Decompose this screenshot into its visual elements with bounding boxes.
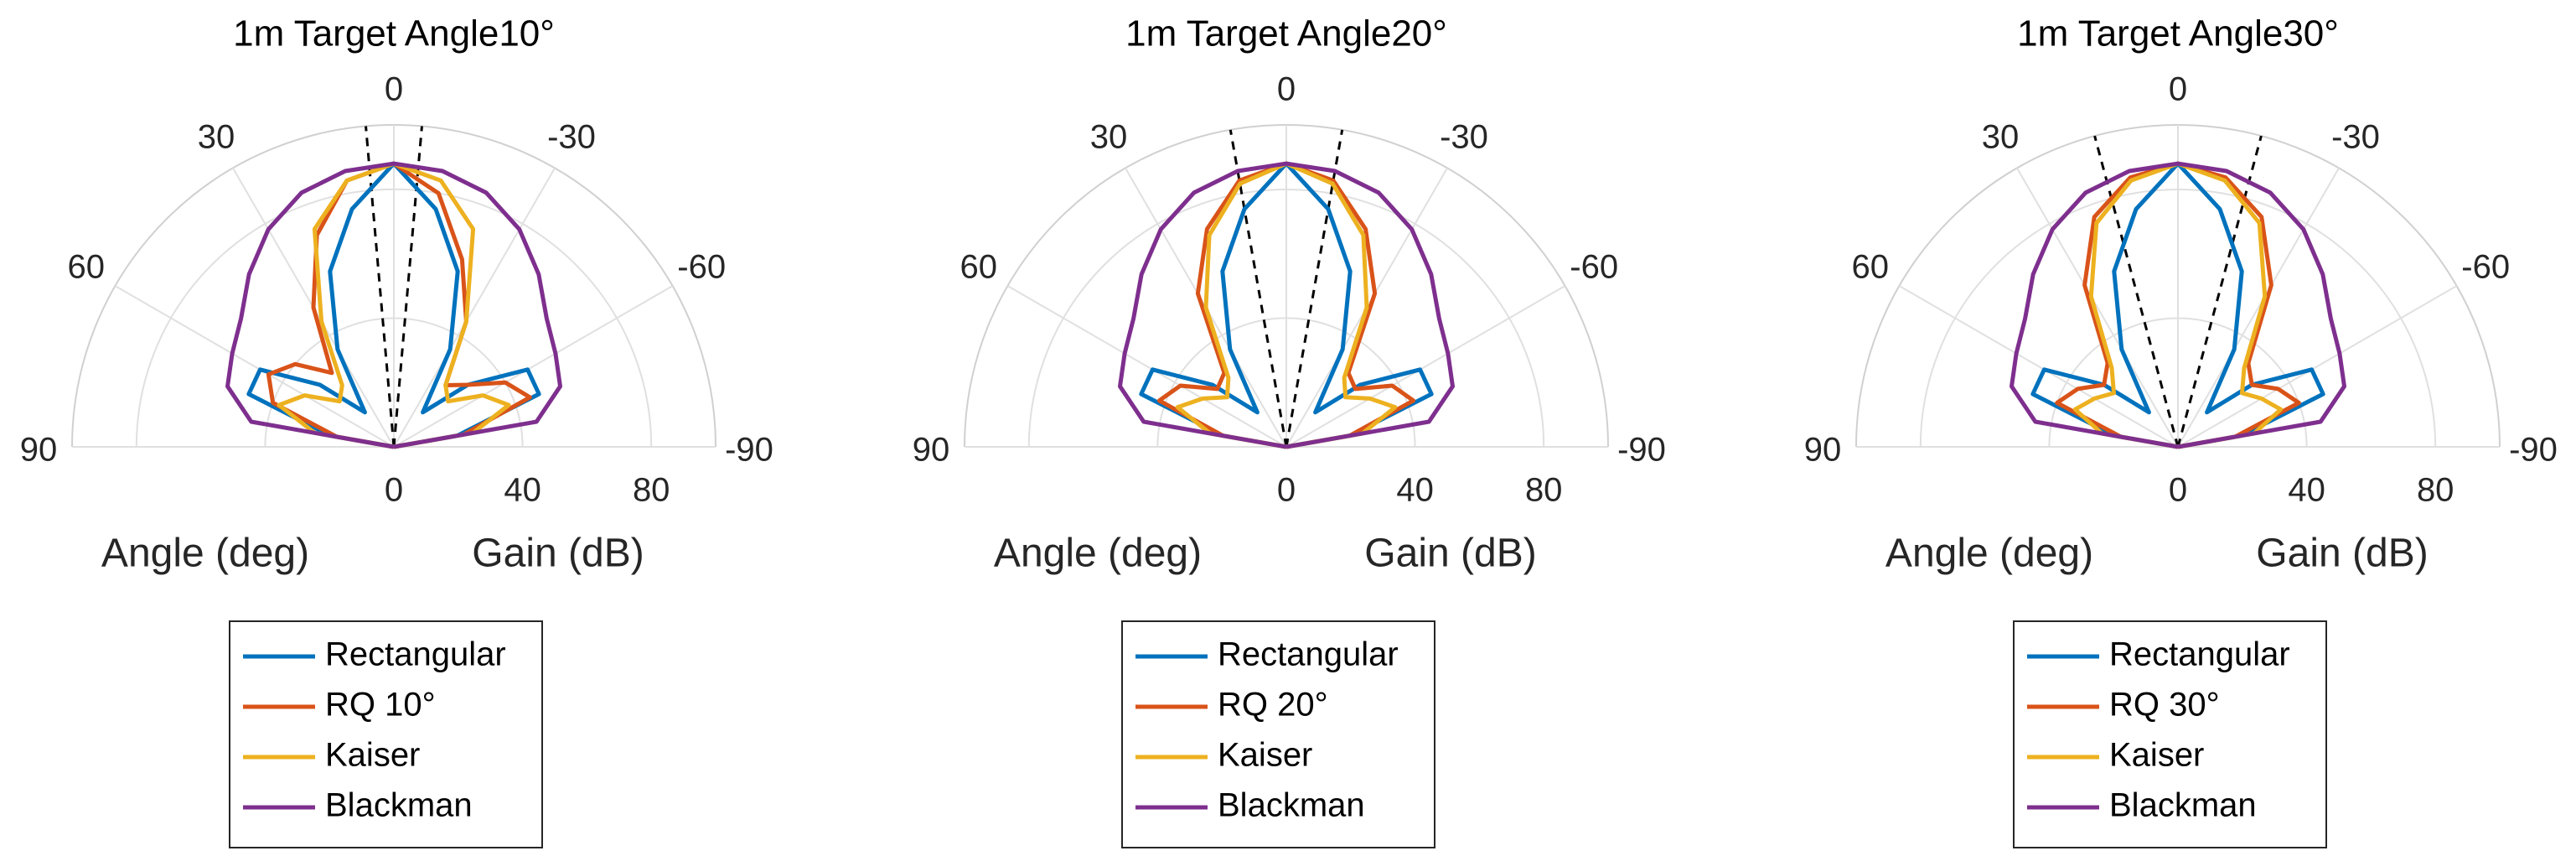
theta-tick-label: -60 xyxy=(677,249,726,286)
r-axis-label: Gain (dB) xyxy=(2256,532,2428,576)
theta-tick-label: -60 xyxy=(2461,249,2510,286)
legend-label: Rectangular xyxy=(1218,636,1399,673)
theta-tick-label: 0 xyxy=(2169,71,2187,108)
r-tick-label: 80 xyxy=(633,472,670,509)
reference-line xyxy=(2176,135,2263,448)
theta-tick-label: -30 xyxy=(547,118,596,155)
theta-tick-label: 60 xyxy=(960,249,998,286)
r-tick-label: 80 xyxy=(1525,472,1563,509)
legend-label: RQ 10° xyxy=(325,687,436,724)
theta-tick-label: 30 xyxy=(1982,118,2020,155)
grid-spoke xyxy=(1898,285,2179,448)
theta-axis-label: Angle (deg) xyxy=(1885,532,2093,576)
theta-tick-label: 90 xyxy=(913,432,950,469)
r-axis-label: Gain (dB) xyxy=(1364,532,1536,576)
reference-line xyxy=(1285,129,1344,448)
theta-tick-label: -90 xyxy=(1617,432,1666,469)
series-line xyxy=(2010,161,2346,449)
reference-line xyxy=(392,126,423,448)
grid-spoke xyxy=(2177,167,2340,448)
legend-label: Kaiser xyxy=(2109,737,2204,774)
theta-tick-label: 30 xyxy=(198,118,235,155)
grid-spoke xyxy=(1006,285,1287,448)
legend-label: Blackman xyxy=(325,787,473,824)
legend-box xyxy=(229,620,543,848)
theta-tick-label: 60 xyxy=(1852,249,1890,286)
r-tick-label: 80 xyxy=(2417,472,2454,509)
legend-label: RQ 20° xyxy=(1218,687,1328,724)
reference-line xyxy=(1229,129,1288,448)
theta-tick-label: 0 xyxy=(385,71,403,108)
r-tick-label: 0 xyxy=(1277,472,1296,509)
theta-tick-label: -30 xyxy=(2331,118,2380,155)
r-tick-label: 40 xyxy=(2288,472,2325,509)
r-axis-label: Gain (dB) xyxy=(472,532,644,576)
legend-label: RQ 30° xyxy=(2109,687,2220,724)
series-line xyxy=(1118,161,1455,449)
theta-tick-label: 90 xyxy=(20,432,58,469)
legend-box xyxy=(1121,620,1435,848)
legend-label: Blackman xyxy=(2109,787,2257,824)
grid-spoke xyxy=(393,285,674,448)
legend-label: Kaiser xyxy=(325,737,420,774)
r-tick-label: 0 xyxy=(385,472,403,509)
grid-spoke xyxy=(114,285,395,448)
series-line xyxy=(225,161,562,449)
r-tick-label: 40 xyxy=(1396,472,1434,509)
legend-box xyxy=(2013,620,2327,848)
theta-tick-label: 90 xyxy=(1804,432,1842,469)
series-line xyxy=(266,161,532,449)
r-tick-label: 40 xyxy=(504,472,541,509)
chart-title: 1m Target Angle20° xyxy=(1125,13,1447,54)
theta-axis-label: Angle (deg) xyxy=(101,532,309,576)
theta-tick-label: 60 xyxy=(68,249,106,286)
reference-line xyxy=(365,126,396,448)
legend-label: Rectangular xyxy=(2109,636,2290,673)
r-tick-label: 0 xyxy=(2169,472,2187,509)
reference-line xyxy=(2093,135,2180,448)
grid-spoke xyxy=(393,167,556,448)
chart-title: 1m Target Angle30° xyxy=(2017,13,2339,54)
chart-title: 1m Target Angle10° xyxy=(233,13,555,54)
theta-tick-label: 0 xyxy=(1277,71,1296,108)
theta-tick-label: -90 xyxy=(2509,432,2558,469)
theta-tick-label: -30 xyxy=(1440,118,1488,155)
theta-tick-label: -90 xyxy=(725,432,773,469)
legend-label: Blackman xyxy=(1218,787,1365,824)
legend-label: Rectangular xyxy=(325,636,506,673)
theta-axis-label: Angle (deg) xyxy=(994,532,1202,576)
theta-tick-label: -60 xyxy=(1570,249,1618,286)
grid-spoke xyxy=(2016,167,2179,448)
grid-spoke xyxy=(2177,285,2458,448)
grid-spoke xyxy=(1285,285,1566,448)
legend-label: Kaiser xyxy=(1218,737,1312,774)
theta-tick-label: 30 xyxy=(1090,118,1128,155)
